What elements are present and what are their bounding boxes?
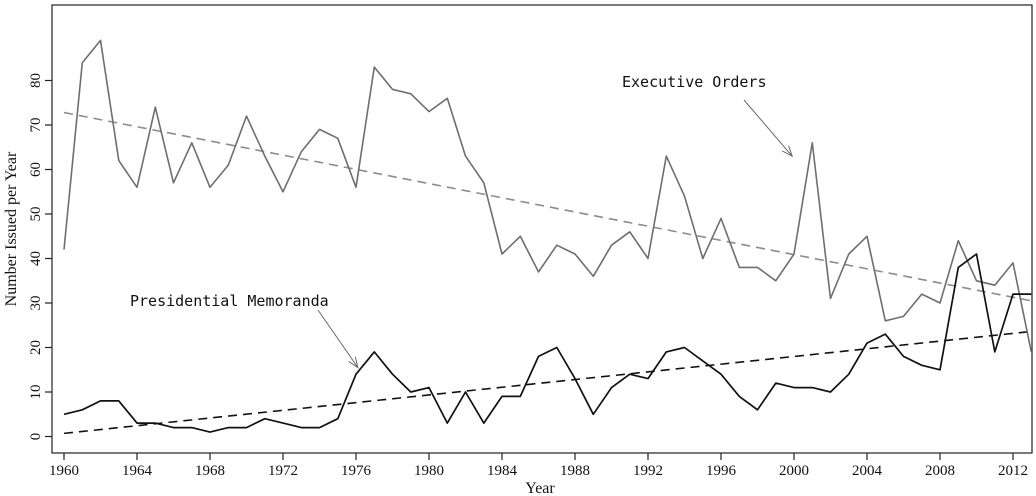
y-axis-ticks: 0 10 20 30 40 50 60 70 80: [28, 73, 52, 440]
annotation-arrow-line: [743, 99, 793, 157]
y-tick-label: 10: [28, 385, 44, 400]
annotation-arrow-head: [782, 145, 794, 158]
y-tick-label: 40: [28, 251, 44, 266]
x-axis-ticks: 1960 1964 1968 1972 1976 1980 1984 1988 1992 1996…: [49, 453, 1028, 479]
trendline-presidential-memoranda: [63, 330, 1032, 435]
series-line-presidential-memoranda: [63, 253, 1032, 433]
x-tick-label: 1976: [341, 463, 372, 479]
y-tick-label: 70: [28, 118, 44, 133]
annotations: Executive Orders Presidential Memoranda: [130, 73, 794, 369]
y-tick-label: 80: [28, 73, 44, 88]
x-tick-label: 1996: [706, 463, 737, 479]
x-tick-label: 2012: [998, 463, 1028, 479]
annotation-executive-orders: Executive Orders: [622, 73, 767, 91]
x-tick-label: 1960: [49, 463, 79, 479]
x-tick-label: 1964: [122, 463, 153, 479]
y-tick-label: 20: [28, 340, 44, 355]
x-tick-label: 1984: [487, 463, 518, 479]
y-tick-label: 60: [28, 162, 44, 177]
x-tick-label: 2008: [925, 463, 955, 479]
plot-frame: [51, 4, 1033, 454]
y-tick-label: 0: [28, 433, 44, 441]
annotation-arrow-head: [348, 356, 359, 369]
annotation-arrow-line: [317, 309, 359, 368]
x-tick-label: 1980: [414, 463, 444, 479]
x-tick-label: 1968: [195, 463, 225, 479]
axes: [51, 4, 1033, 454]
annotation-presidential-memoranda: Presidential Memoranda: [130, 292, 329, 310]
trendline-executive-orders: [63, 111, 1032, 302]
x-tick-label: 1972: [268, 463, 298, 479]
x-tick-label: 2004: [852, 463, 883, 479]
series-lines: [63, 39, 1033, 433]
y-tick-label: 50: [28, 207, 44, 222]
series-line-executive-orders: [63, 39, 1033, 353]
y-axis-title: Number Issued per Year: [3, 151, 20, 306]
trendlines: [63, 111, 1032, 435]
x-tick-label: 2000: [779, 463, 809, 479]
y-tick-label: 30: [28, 296, 44, 311]
x-axis-title: Year: [525, 480, 555, 496]
x-tick-label: 1992: [633, 463, 663, 479]
x-tick-label: 1988: [560, 463, 590, 479]
